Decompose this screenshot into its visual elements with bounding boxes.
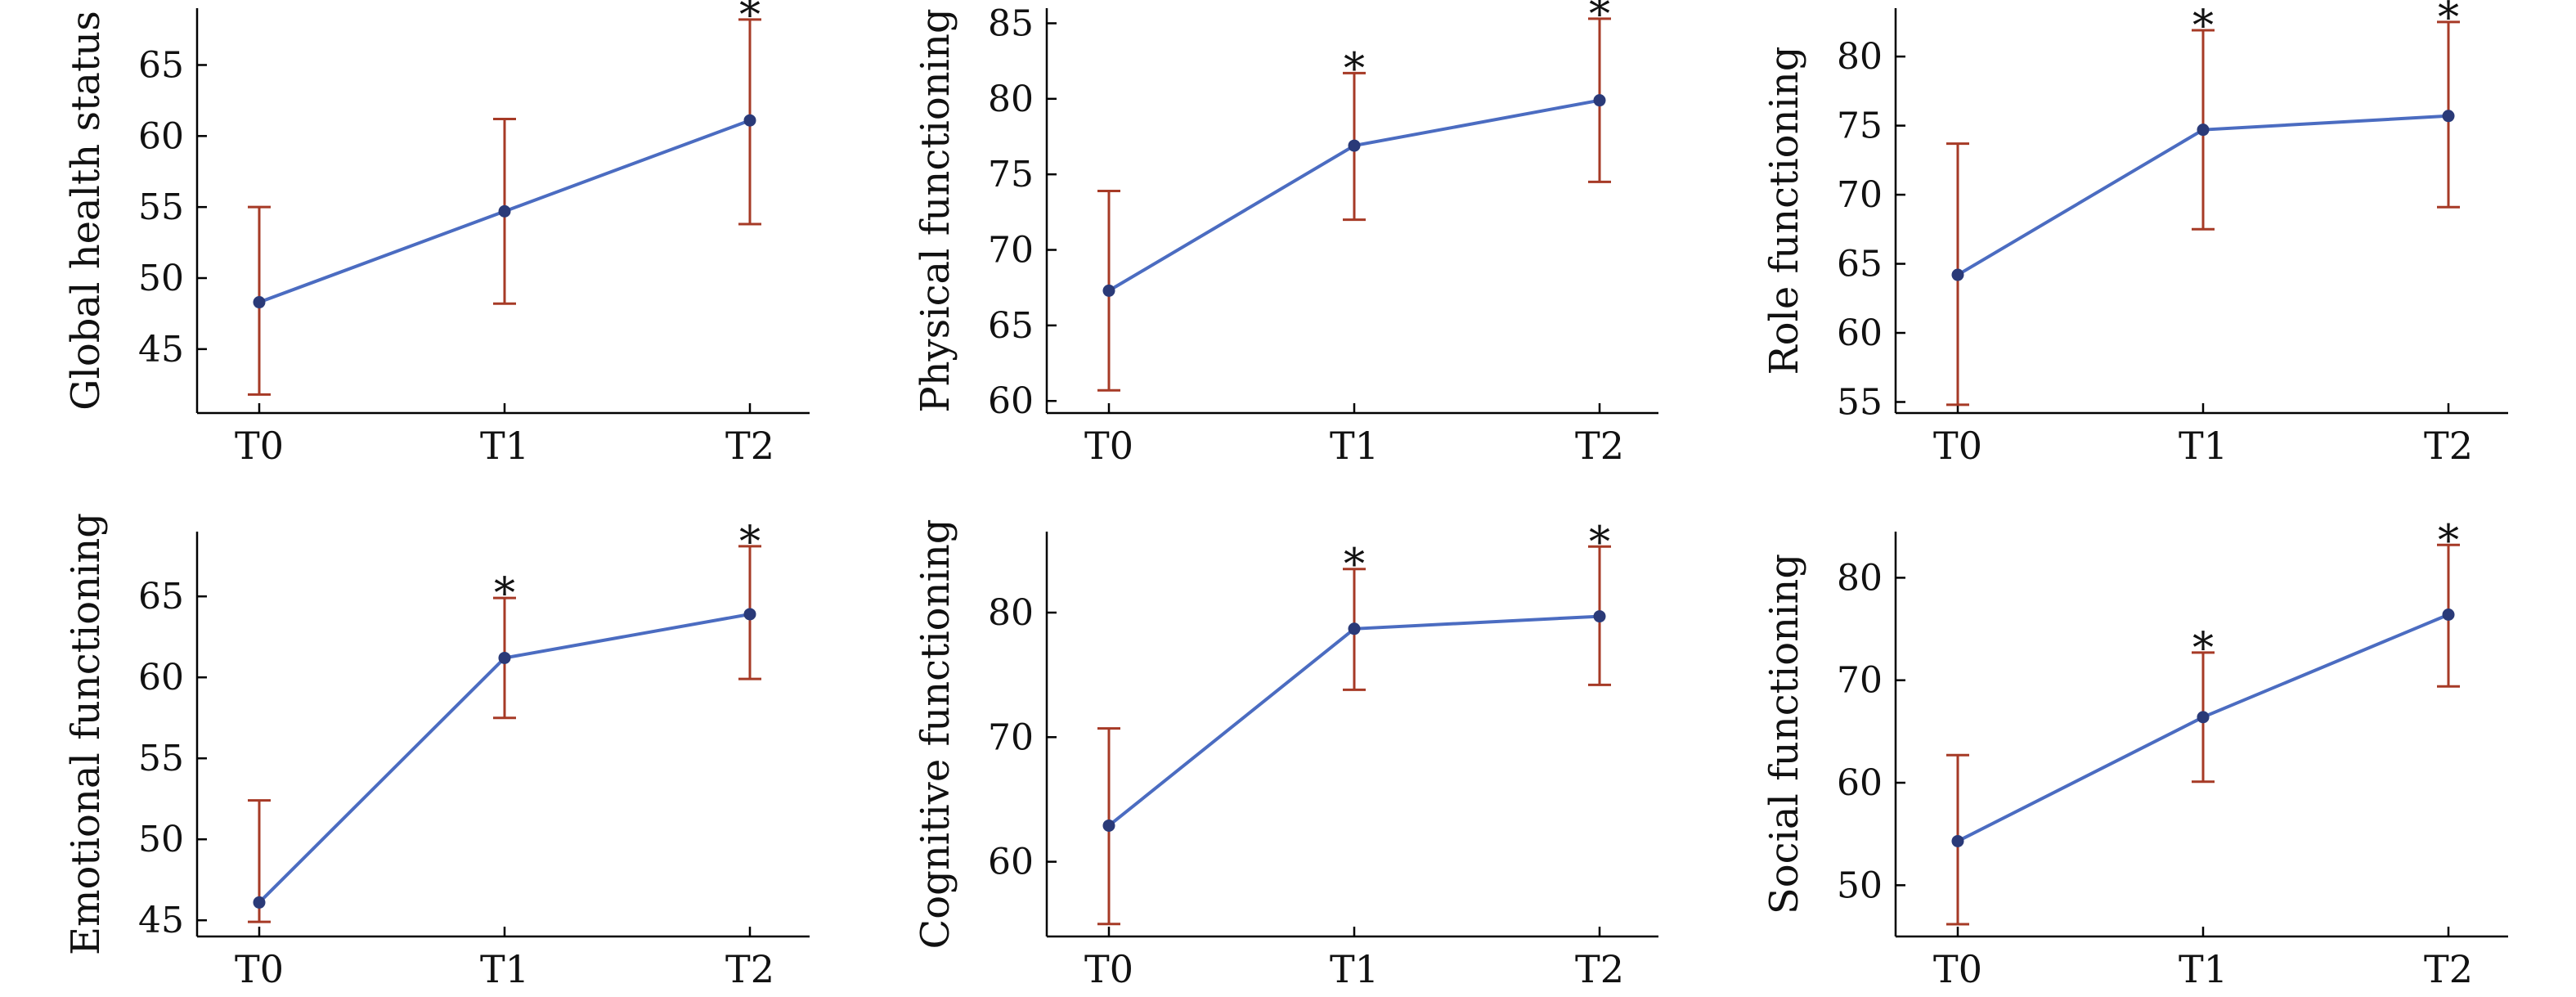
significance-star: * xyxy=(494,569,515,618)
y-tick-label: 80 xyxy=(988,592,1034,634)
data-point xyxy=(253,896,266,909)
y-tick-label: 65 xyxy=(988,305,1034,347)
y-axis-label: Cognitive functioning xyxy=(913,519,958,950)
x-tick-label: T0 xyxy=(1933,947,1982,991)
y-tick-label: 75 xyxy=(988,154,1034,195)
data-point xyxy=(1102,284,1115,297)
x-tick-label: T0 xyxy=(235,947,284,991)
y-tick-label: 80 xyxy=(1837,557,1883,599)
data-point xyxy=(1951,834,1964,847)
chart-panel: 60 70 80 T0 T1 T2 Cognitive functioning * * xyxy=(913,518,1658,991)
significance-star: * xyxy=(2192,2,2214,51)
x-tick-label: T2 xyxy=(1575,424,1624,468)
data-point xyxy=(743,608,756,621)
y-tick-label: 65 xyxy=(1837,244,1883,285)
chart-panel: 60 65 70 75 80 85 T0 T1 T2 Physical functioning * * xyxy=(913,0,1658,468)
significance-star: * xyxy=(1589,0,1610,39)
y-axis-label: Physical functioning xyxy=(913,8,958,412)
x-tick-label: T0 xyxy=(1084,947,1133,991)
data-point xyxy=(498,651,511,664)
x-tick-label: T2 xyxy=(725,947,774,991)
chart-panel: 50 60 70 80 T0 T1 T2 Social functioning * * xyxy=(1761,516,2508,991)
data-point xyxy=(253,296,266,309)
y-tick-label: 60 xyxy=(138,657,184,698)
y-tick-label: 55 xyxy=(1837,381,1883,423)
y-tick-label: 70 xyxy=(988,230,1034,272)
chart-panel: 45 50 55 60 65 T0 T1 T2 Emotional functioning * * xyxy=(63,513,810,991)
y-tick-label: 80 xyxy=(1837,36,1883,78)
significance-star: * xyxy=(2192,624,2214,673)
data-point xyxy=(2197,711,2210,724)
data-point xyxy=(1593,94,1606,107)
y-axis-label: Emotional functioning xyxy=(63,513,109,955)
significance-star: * xyxy=(1344,541,1365,590)
y-tick-label: 60 xyxy=(1837,312,1883,354)
y-tick-label: 60 xyxy=(988,842,1034,883)
y-tick-label: 80 xyxy=(988,79,1034,120)
y-tick-label: 55 xyxy=(138,738,184,779)
y-tick-label: 55 xyxy=(138,186,184,228)
x-tick-label: T2 xyxy=(2424,424,2473,468)
y-tick-label: 60 xyxy=(988,380,1034,422)
significance-star: * xyxy=(739,0,761,40)
y-tick-label: 50 xyxy=(138,258,184,299)
x-tick-label: T2 xyxy=(1575,947,1624,991)
x-tick-label: T2 xyxy=(725,424,774,468)
data-point xyxy=(1348,139,1361,152)
significance-star: * xyxy=(739,518,761,567)
x-tick-label: T1 xyxy=(2179,947,2228,991)
y-axis-label: Social functioning xyxy=(1761,554,1807,914)
x-tick-label: T1 xyxy=(2179,424,2228,468)
data-point xyxy=(1102,819,1115,832)
y-tick-label: 65 xyxy=(138,44,184,86)
x-tick-label: T1 xyxy=(480,424,529,468)
x-tick-label: T0 xyxy=(1933,424,1982,468)
y-tick-label: 85 xyxy=(988,2,1034,44)
y-tick-label: 45 xyxy=(138,329,184,371)
significance-star: * xyxy=(1344,44,1365,93)
y-axis-label: Global health status xyxy=(63,11,109,411)
data-point xyxy=(2442,609,2455,622)
data-point xyxy=(1951,268,1964,281)
y-tick-label: 70 xyxy=(988,716,1034,758)
y-tick-label: 70 xyxy=(1837,174,1883,216)
chart-panel: 55 60 65 70 75 80 T0 T1 T2 Role functioning * * xyxy=(1761,0,2508,468)
x-tick-label: T1 xyxy=(480,947,529,991)
significance-star: * xyxy=(2438,0,2459,43)
data-point xyxy=(498,204,511,218)
y-tick-label: 45 xyxy=(138,900,184,941)
y-tick-label: 60 xyxy=(1837,762,1883,804)
y-tick-label: 75 xyxy=(1837,106,1883,147)
x-tick-label: T1 xyxy=(1330,947,1379,991)
y-tick-label: 70 xyxy=(1837,660,1883,702)
y-tick-label: 65 xyxy=(138,576,184,618)
significance-star: * xyxy=(2438,516,2459,565)
x-tick-label: T2 xyxy=(2424,947,2473,991)
x-tick-label: T0 xyxy=(1084,424,1133,468)
data-point xyxy=(1348,622,1361,635)
y-axis-label: Role functioning xyxy=(1761,47,1807,375)
x-tick-label: T0 xyxy=(235,424,284,468)
y-tick-label: 50 xyxy=(1837,865,1883,906)
y-tick-label: 60 xyxy=(138,115,184,157)
significance-star: * xyxy=(1589,518,1610,567)
x-tick-label: T1 xyxy=(1330,424,1379,468)
data-point xyxy=(2442,110,2455,123)
data-point xyxy=(743,114,756,127)
data-point xyxy=(1593,610,1606,623)
data-point xyxy=(2197,124,2210,137)
y-tick-label: 50 xyxy=(138,819,184,860)
chart-panel: 45 50 55 60 65 T0 T1 T2 Global health status * xyxy=(63,0,810,468)
